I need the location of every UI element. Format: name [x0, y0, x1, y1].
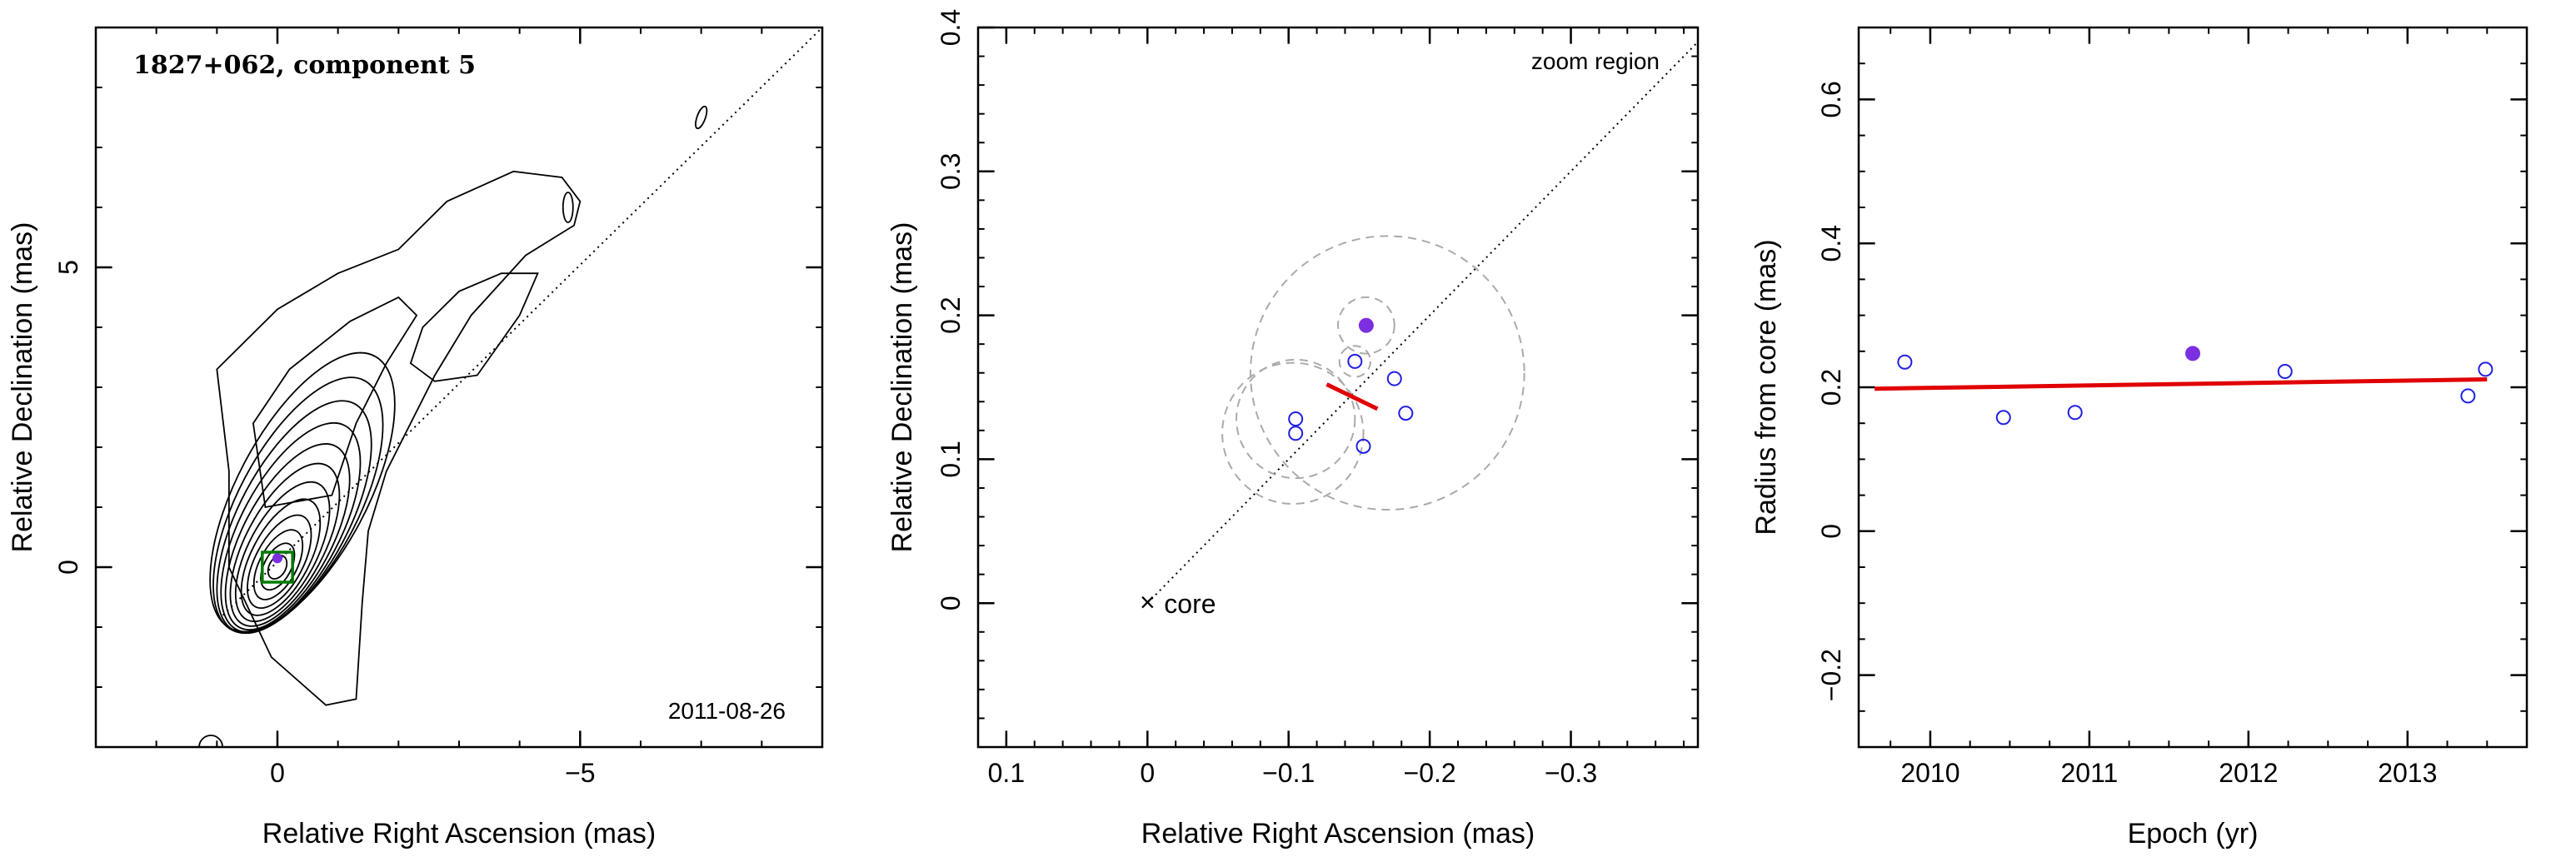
- x-tick-label: −0.3: [1545, 758, 1597, 788]
- core-marker: ×: [1140, 587, 1156, 617]
- x-tick-label: −0.1: [1262, 758, 1315, 788]
- x-tick-label: 0: [270, 758, 285, 788]
- data-point: [2277, 363, 2293, 379]
- y-tick-label: 0.3: [936, 153, 966, 190]
- component-box: [261, 551, 294, 584]
- contour-level: [212, 376, 384, 634]
- uncertainty-circle: [1249, 235, 1525, 511]
- contour-islet: [562, 192, 574, 223]
- y-tick-label: −0.2: [1816, 649, 1846, 701]
- y-tick-label: 0.6: [1816, 81, 1846, 117]
- y-tick-label: 0.2: [1816, 369, 1846, 406]
- contour-map: [198, 27, 822, 747]
- x-tick-label: 2010: [1900, 758, 1959, 788]
- x-tick-label: 2012: [2219, 758, 2278, 788]
- uncertainty-circle: [1337, 296, 1395, 355]
- contour-level: [216, 400, 372, 635]
- uncertainty-circle: [1236, 358, 1356, 480]
- x-tick-label: 0: [1140, 758, 1155, 788]
- chart-title: 1827+062, component 5: [133, 51, 476, 80]
- plot-frame: [94, 26, 824, 749]
- y-tick-label: 0.2: [936, 296, 966, 333]
- data-point: [1355, 438, 1371, 454]
- uncertainty-circle: [1338, 345, 1371, 378]
- contour-jet-outer: [216, 170, 582, 706]
- data-point: [1386, 371, 1402, 386]
- date-label: 2011-08-26: [668, 698, 786, 724]
- y-tick-label: 0.1: [936, 441, 966, 477]
- data-point: [1897, 354, 1913, 370]
- data-point: [1347, 353, 1363, 369]
- fit-segment: [1325, 382, 1379, 411]
- contour-level: [234, 481, 331, 623]
- contour-knot: [409, 272, 539, 382]
- plot-frame: [976, 26, 1700, 749]
- panel-2-axes: 0.1 0 −0.1 −0.2 −0.3 0 0.1 0.2 0.3 0.4 Relative Ri…: [886, 9, 1700, 850]
- zoom-region-label: zoom region: [1531, 48, 1660, 74]
- contour-level: [229, 462, 341, 627]
- data-point: [1288, 411, 1304, 427]
- data-point-filled: [2185, 346, 2200, 361]
- contour-level: [267, 555, 288, 580]
- y-tick-label: 0.4: [936, 9, 966, 46]
- panel-1-axes: 0 −5 0 5 Relative Right Ascension (mas) Relat…: [7, 26, 824, 850]
- data-point: [2478, 361, 2494, 377]
- contour-level: [247, 514, 312, 610]
- y-tick-label: 0.4: [1816, 225, 1846, 262]
- x-tick-label: 0.1: [988, 758, 1025, 788]
- contour-islet: [198, 735, 223, 747]
- contour-level: [209, 351, 396, 633]
- contour-level: [260, 542, 296, 591]
- contour-islet: [695, 105, 708, 130]
- y-axis-label: Relative Declination (mas): [7, 222, 38, 553]
- core-label: core: [1164, 589, 1216, 619]
- zoom-plot: [1146, 41, 1698, 604]
- contour-jet-inner: [252, 296, 418, 509]
- y-tick-label: 0: [936, 595, 966, 610]
- x-tick-label: 2011: [2060, 758, 2118, 788]
- data-point: [1288, 426, 1304, 441]
- component-marker: [272, 553, 282, 564]
- radius-plot: [1875, 346, 2494, 426]
- contour-level: [220, 421, 362, 633]
- jet-axis-line: [222, 27, 822, 616]
- jet-axis-line: [1146, 41, 1698, 604]
- x-axis-label: Epoch (yr): [2128, 818, 2259, 850]
- data-point: [2460, 388, 2476, 404]
- data-point: [1398, 406, 1414, 421]
- data-point: [1995, 410, 2011, 426]
- data-point: [2067, 405, 2083, 421]
- x-tick-label: 2013: [2378, 758, 2437, 788]
- panel-3-axes: 2010 2011 2012 2013 −0.2 0 0.2 0.4 0.6 Epoch (yr)…: [1750, 26, 2529, 850]
- y-axis-label: Radius from core (mas): [1750, 239, 1782, 535]
- y-axis-label: Relative Declination (mas): [886, 222, 918, 553]
- fit-line: [1875, 376, 2488, 391]
- y-tick-label: 0: [53, 560, 83, 575]
- contour-level: [224, 443, 351, 631]
- x-axis-label: Relative Right Ascension (mas): [262, 818, 656, 850]
- x-tick-label: −0.2: [1404, 758, 1456, 788]
- data-point-filled: [1358, 317, 1374, 333]
- uncertainty-circle: [1221, 361, 1365, 506]
- y-tick-label: 5: [53, 260, 83, 275]
- x-axis-label: Relative Right Ascension (mas): [1141, 818, 1535, 850]
- x-tick-label: −5: [565, 758, 595, 788]
- y-tick-label: 0: [1816, 524, 1846, 539]
